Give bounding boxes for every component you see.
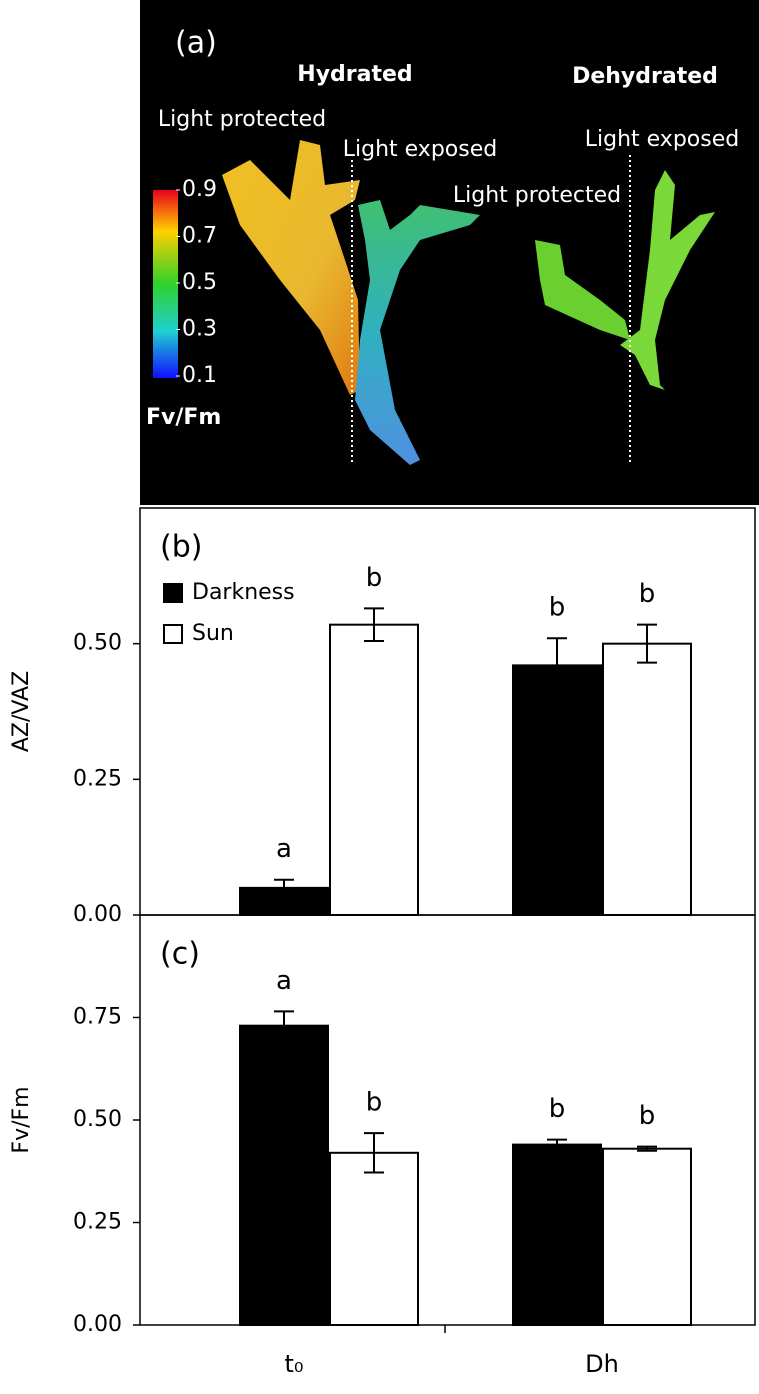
legend-label: Sun bbox=[192, 621, 234, 646]
significance-letter: a bbox=[276, 966, 292, 996]
error-bar bbox=[547, 637, 567, 694]
x-tick-label: Dh bbox=[585, 1350, 619, 1378]
bar bbox=[602, 642, 692, 917]
bar bbox=[602, 1147, 692, 1326]
bar bbox=[512, 1143, 602, 1326]
colorbar-tick-label: 0.1 bbox=[182, 363, 217, 388]
dehydrated-protected-branch bbox=[535, 240, 630, 340]
annotation: Light protected bbox=[453, 183, 621, 208]
dehydrated-exposed-branch bbox=[620, 170, 715, 390]
y-tick-label: 0.75 bbox=[73, 1005, 122, 1030]
bar bbox=[329, 623, 419, 916]
annotation: Light exposed bbox=[585, 127, 739, 152]
error-bar bbox=[547, 1138, 567, 1151]
y-axis-label: Fv/Fm bbox=[9, 1086, 34, 1153]
colorbar-tick-label: 0.3 bbox=[182, 317, 217, 342]
panel-label: (c) bbox=[160, 937, 200, 972]
colorbar-tick-label: 0.7 bbox=[182, 224, 217, 249]
legend-swatch bbox=[163, 624, 183, 644]
hydrated-exposed-branch bbox=[355, 200, 480, 465]
bar bbox=[329, 1151, 419, 1327]
heading: Dehydrated bbox=[572, 64, 718, 89]
significance-letter: b bbox=[639, 1101, 656, 1131]
hydrated-protected-branch bbox=[222, 140, 360, 395]
y-tick-label: 0.00 bbox=[73, 902, 122, 927]
significance-letter: b bbox=[549, 593, 566, 623]
y-tick-label: 0.50 bbox=[73, 1107, 122, 1132]
significance-letter: b bbox=[639, 579, 656, 609]
error-bar bbox=[637, 623, 657, 664]
y-tick-label: 0.25 bbox=[73, 766, 122, 791]
x-tick-label: t₀ bbox=[284, 1350, 303, 1378]
colorbar-tick-label: 0.9 bbox=[182, 177, 217, 202]
y-tick-label: 0.00 bbox=[73, 1312, 122, 1337]
legend-label: Darkness bbox=[192, 580, 295, 605]
significance-letter: b bbox=[549, 1094, 566, 1124]
colorbar-tick-label: 0.5 bbox=[182, 270, 217, 295]
panel-label: (b) bbox=[160, 530, 202, 565]
error-bar bbox=[274, 1010, 294, 1042]
significance-letter: b bbox=[366, 563, 383, 593]
heading: Hydrated bbox=[297, 62, 412, 87]
error-bar bbox=[274, 878, 294, 898]
legend-swatch bbox=[163, 583, 183, 603]
significance-letter: b bbox=[366, 1088, 383, 1118]
y-tick-label: 0.25 bbox=[73, 1210, 122, 1235]
panel-label: (a) bbox=[175, 26, 217, 61]
colorbar-label: Fv/Fm bbox=[146, 405, 221, 430]
error-bar bbox=[364, 1132, 384, 1174]
annotation: Light protected bbox=[158, 107, 326, 132]
bar bbox=[239, 1024, 329, 1326]
y-axis-label: AZ/VAZ bbox=[9, 671, 34, 752]
error-bar bbox=[637, 1145, 657, 1152]
error-bar bbox=[364, 607, 384, 642]
bar bbox=[512, 664, 602, 917]
annotation: Light exposed bbox=[343, 137, 497, 162]
colorbar bbox=[153, 190, 178, 378]
panel-a bbox=[140, 0, 759, 505]
significance-letter: a bbox=[276, 834, 292, 864]
y-tick-label: 0.50 bbox=[73, 631, 122, 656]
